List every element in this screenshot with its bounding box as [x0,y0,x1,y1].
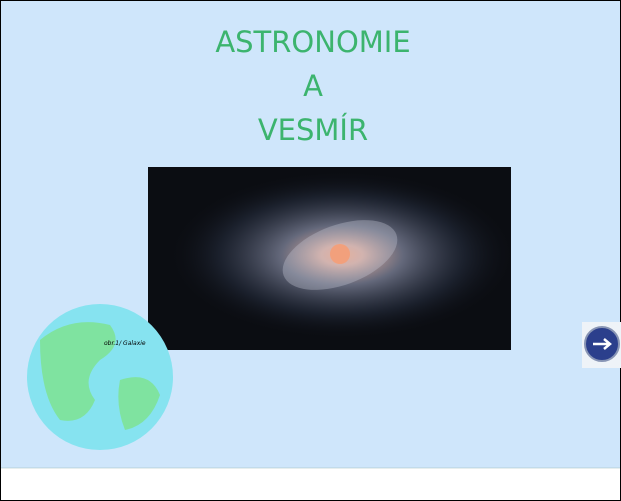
title-line: VESMÍR [258,113,368,147]
next-button[interactable] [582,322,621,368]
title-line: A [303,69,323,103]
slide-page: ASTRONOMIE A VESMÍR obr.1/ Galaxie [0,0,621,501]
title-line: ASTRONOMIE [215,25,410,59]
galaxy-image [148,167,511,350]
image-caption: obr.1/ Galaxie [104,340,146,347]
globe [27,304,173,450]
